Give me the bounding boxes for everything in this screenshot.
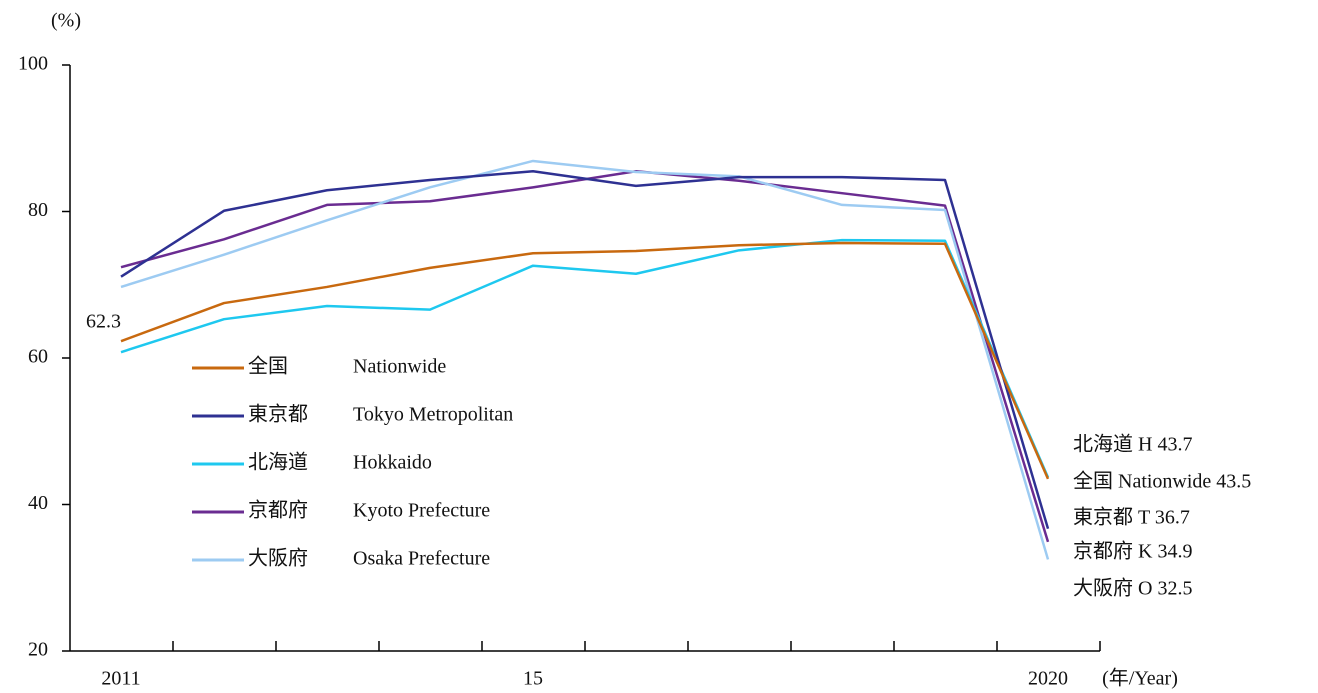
legend-label-en: Nationwide: [353, 356, 446, 378]
x-axis-label: (年/Year): [1102, 667, 1178, 690]
end-label: 京都府 K 34.9: [1073, 540, 1192, 563]
series-line: [120, 159, 1050, 560]
x-tick-label: 2011: [101, 668, 140, 690]
series-line: [120, 169, 1050, 530]
end-label: 東京都 T 36.7: [1073, 506, 1190, 529]
legend-label-en: Tokyo Metropolitan: [353, 404, 513, 426]
end-label: 全国 Nationwide 43.5: [1073, 470, 1251, 493]
end-label: 大阪府 O 32.5: [1073, 577, 1192, 600]
series-line: [120, 241, 1050, 480]
legend-label: 東京都: [248, 403, 308, 426]
y-tick-label: 40: [28, 492, 48, 514]
legend-label: 全国: [248, 355, 288, 378]
x-tick-label: 15: [523, 668, 543, 690]
legend-label-en: Kyoto Prefecture: [353, 500, 490, 522]
end-label: 北海道 H 43.7: [1073, 433, 1192, 456]
value-label: 62.3: [86, 311, 121, 333]
y-axis-label: (%): [51, 10, 81, 32]
legend-label: 大阪府: [248, 547, 308, 570]
legend-label-en: Osaka Prefecture: [353, 548, 490, 570]
legend-label: 京都府: [248, 499, 308, 522]
series-line: [120, 238, 1050, 478]
legend-label: 北海道: [248, 451, 308, 474]
x-tick-label: 2020: [1028, 668, 1068, 690]
legend-label-en: Hokkaido: [353, 452, 432, 474]
y-tick-label: 60: [28, 346, 48, 368]
y-tick-label: 80: [28, 199, 48, 221]
y-tick-label: 100: [18, 53, 48, 75]
y-tick-label: 20: [28, 639, 48, 661]
